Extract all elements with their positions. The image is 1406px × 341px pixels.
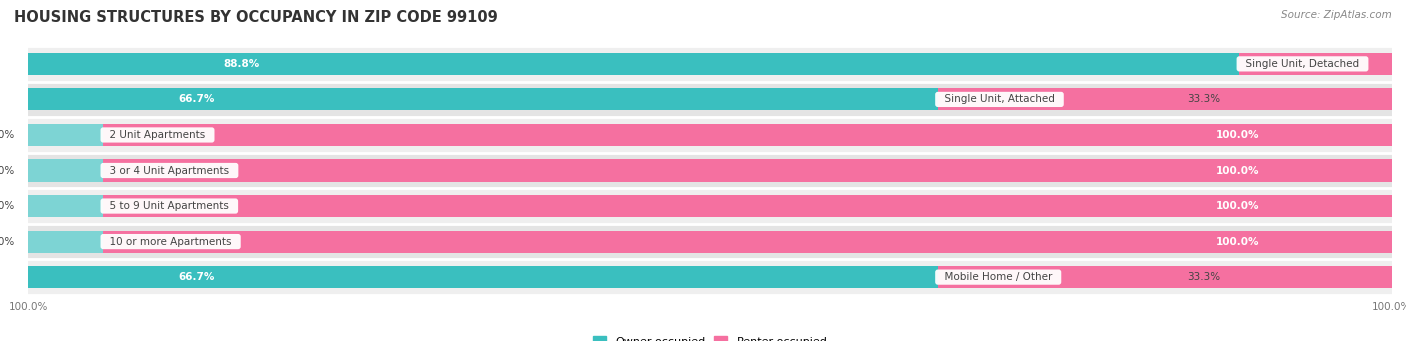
Text: 10 or more Apartments: 10 or more Apartments [103,237,238,247]
Bar [28,224,1392,260]
Text: 0.0%: 0.0% [0,130,14,140]
Bar [28,53,1239,75]
Bar [28,160,103,181]
Text: 88.8%: 88.8% [224,59,260,69]
Bar [28,231,103,253]
Text: HOUSING STRUCTURES BY OCCUPANCY IN ZIP CODE 99109: HOUSING STRUCTURES BY OCCUPANCY IN ZIP C… [14,10,498,25]
Text: 2 Unit Apartments: 2 Unit Apartments [103,130,212,140]
Text: 3 or 4 Unit Apartments: 3 or 4 Unit Apartments [103,165,236,176]
Text: 100.0%: 100.0% [1216,165,1258,176]
Bar [28,124,103,146]
Text: 33.3%: 33.3% [1188,272,1220,282]
Bar [28,188,1392,224]
Text: Source: ZipAtlas.com: Source: ZipAtlas.com [1281,10,1392,20]
Legend: Owner-occupied, Renter-occupied: Owner-occupied, Renter-occupied [593,336,827,341]
Text: 100.0%: 100.0% [1216,130,1258,140]
Bar [938,266,1392,288]
Text: 0.0%: 0.0% [0,237,14,247]
Text: 66.7%: 66.7% [179,94,215,104]
Bar [103,195,1392,217]
Text: Mobile Home / Other: Mobile Home / Other [938,272,1059,282]
Bar [103,124,1392,146]
Bar [103,160,1392,181]
Bar [28,46,1392,81]
Bar [28,266,938,288]
Bar [28,88,938,110]
Bar [28,117,1392,153]
Text: Single Unit, Detached: Single Unit, Detached [1239,59,1365,69]
Text: 33.3%: 33.3% [1188,94,1220,104]
Bar [28,153,1392,188]
Bar [1239,53,1392,75]
Text: 5 to 9 Unit Apartments: 5 to 9 Unit Apartments [103,201,236,211]
Bar [28,260,1392,295]
Bar [103,231,1392,253]
Text: 11.2%: 11.2% [1323,59,1357,69]
Bar [938,88,1392,110]
Text: 0.0%: 0.0% [0,201,14,211]
Text: Single Unit, Attached: Single Unit, Attached [938,94,1062,104]
Text: 100.0%: 100.0% [1216,201,1258,211]
Text: 66.7%: 66.7% [179,272,215,282]
Text: 100.0%: 100.0% [1216,237,1258,247]
Bar [28,195,103,217]
Text: 0.0%: 0.0% [0,165,14,176]
Bar [28,81,1392,117]
